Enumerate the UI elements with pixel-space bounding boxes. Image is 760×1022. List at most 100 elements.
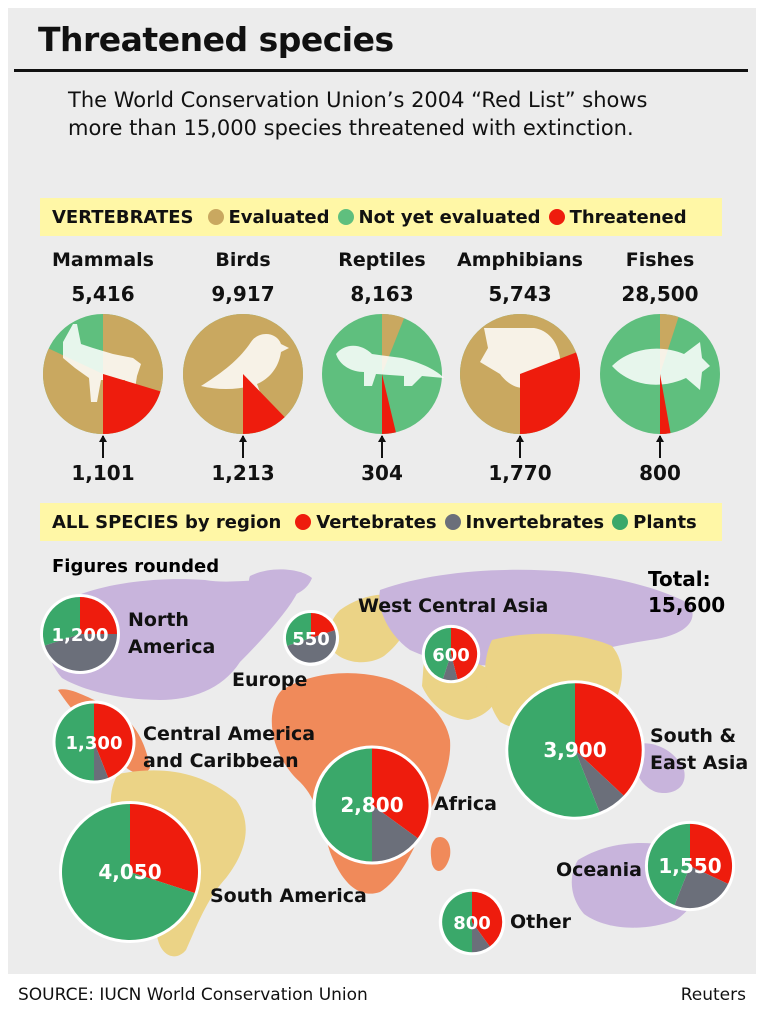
region-label-west-central-asia-line-0: West Central Asia <box>358 595 548 617</box>
legend-label-threatened: Threatened <box>569 206 687 228</box>
pie-reptiles-threatened <box>382 374 396 434</box>
region-label-south-east-asia-line-1: East Asia <box>650 752 748 774</box>
region-pie-west-central-asia: 600 West Central Asia <box>358 595 548 684</box>
region-pie-other-invertebrates <box>472 922 490 953</box>
threatened-swatch-icon <box>548 209 565 225</box>
region-pie-oceania-vertebrates <box>690 823 733 884</box>
region-pie-south-america-vertebrates <box>130 804 198 894</box>
legend-item-vertebrates: Vertebrates <box>295 512 437 533</box>
credit-note: Reuters <box>680 985 746 1005</box>
region-pie-north-america: 1,200 North America <box>39 593 215 675</box>
pie-reptiles-threatened-value: 304 <box>361 461 403 485</box>
region-pie-south-east-asia: 3,900 South & East Asia <box>505 680 748 820</box>
region-label-africa-line-0: Africa <box>434 793 497 815</box>
pie-fishes-name: Fishes <box>626 249 695 271</box>
region-pie-south-east-asia-value: 3,900 <box>543 738 606 762</box>
region-label-other-line-0: Other <box>510 911 572 933</box>
pie-mammals: Mammals 5,416 1,101 <box>42 249 163 485</box>
region-pie-europe-invertebrates <box>287 630 336 663</box>
legend-item-invertebrates: Invertebrates <box>444 511 605 533</box>
legend-label-plants: Plants <box>633 511 697 533</box>
vertebrates-legend-bar: VERTEBRATES Evaluated Not yet evaluated … <box>40 198 722 236</box>
region-pie-europe: 550 Europe <box>232 609 340 691</box>
plants-swatch-icon <box>612 514 629 530</box>
region-label-south-east-asia-line-0: South & <box>650 725 736 747</box>
region-pie-south-america-plants <box>61 804 195 940</box>
region-pie-central-america-and-caribbean-vertebrates <box>94 703 133 778</box>
region-pie-north-america-invertebrates <box>44 634 118 671</box>
legend-item-not-evaluated: Not yet evaluated <box>337 206 541 228</box>
legend-label-invertebrates: Invertebrates <box>465 511 605 533</box>
region-pie-west-central-asia-vertebrates <box>451 627 478 680</box>
map-greenland <box>248 569 312 599</box>
region-pie-west-central-asia-invertebrates <box>442 654 458 681</box>
region-label-europe-line-0: Europe <box>232 669 307 691</box>
region-pie-central-america-and-caribbean: 1,300 Central America and Caribbean <box>52 700 315 784</box>
region-label-north-america-line-0: North <box>128 609 189 631</box>
region-pie-africa-value: 2,800 <box>340 793 403 817</box>
title-rule <box>14 69 748 72</box>
region-pie-europe-value: 550 <box>292 629 330 650</box>
pie-amphibians-threatened <box>520 352 580 434</box>
pie-mammals-threatened-value: 1,101 <box>71 461 134 485</box>
vertebrates-swatch-icon <box>295 514 312 530</box>
legend-item-threatened: Threatened <box>548 206 687 228</box>
region-pie-south-east-asia-plants <box>508 683 600 817</box>
map-madagascar <box>430 836 451 871</box>
region-pie-central-america-and-caribbean-value: 1,300 <box>66 733 123 754</box>
legend-label-not-evaluated: Not yet evaluated <box>358 206 541 228</box>
intro-text: The World Conservation Union’s 2004 “Red… <box>68 88 648 140</box>
pie-birds-threatened-value: 1,213 <box>211 461 274 485</box>
bird-icon <box>201 333 289 400</box>
vertebrates-header: VERTEBRATES <box>52 206 194 228</box>
up-arrow-icon <box>99 435 107 442</box>
pie-amphibians: Amphibians 5,743 1,770 <box>457 249 583 485</box>
iguana-icon <box>336 345 444 386</box>
pie-birds-name: Birds <box>215 249 270 271</box>
region-legend-bar: ALL SPECIES by region Vertebrates Invert… <box>40 503 722 541</box>
region-label-oceania-line-0: Oceania <box>556 859 642 881</box>
pie-reptiles: Reptiles 8,163 304 <box>322 249 444 485</box>
pie-mammals-name: Mammals <box>52 249 154 271</box>
vertebrate-pies: Mammals 5,416 1,101 Birds 9,917 1,213 Reptiles… <box>42 249 720 485</box>
page-title: Threatened species <box>38 20 394 59</box>
invertebrates-swatch-icon <box>444 514 461 530</box>
region-pie-north-america-plants <box>42 596 80 646</box>
deer-icon <box>63 324 141 402</box>
pie-reptiles-name: Reptiles <box>338 249 425 271</box>
region-pie-africa-vertebrates <box>372 748 429 839</box>
region-pie-africa-plants <box>315 748 372 862</box>
region-pies: 1,200 North America 550 Europe 600 West Centra… <box>39 593 748 956</box>
legend-item-evaluated: Evaluated <box>207 207 330 228</box>
total-value: 15,600 <box>648 593 725 617</box>
up-arrow-icon <box>656 435 664 442</box>
region-pie-africa: 2,800 Africa <box>312 745 497 865</box>
region-pie-south-america: 4,050 South America <box>59 801 367 943</box>
region-label-central-america-and-caribbean-line-0: Central America <box>143 723 315 745</box>
pie-reptiles-total: 8,163 <box>350 282 413 306</box>
not-evaluated-swatch-icon <box>337 209 354 225</box>
region-pie-north-america-vertebrates <box>80 596 118 634</box>
region-pie-north-america-value: 1,200 <box>52 625 109 646</box>
total-label: Total: <box>648 567 711 591</box>
all-species-header: ALL SPECIES by region <box>52 512 281 533</box>
source-note: SOURCE: IUCN World Conservation Union <box>18 985 368 1005</box>
evaluated-swatch-icon <box>207 209 224 225</box>
pie-fishes-total: 28,500 <box>621 282 698 306</box>
region-pie-oceania-plants <box>647 823 690 906</box>
all-species-header-main: ALL SPECIES <box>52 511 179 533</box>
region-pie-south-america-value: 4,050 <box>98 860 161 884</box>
region-pie-oceania-invertebrates <box>674 866 729 909</box>
up-arrow-icon <box>378 435 386 442</box>
region-pie-south-east-asia-invertebrates <box>575 750 624 813</box>
pie-birds: Birds 9,917 1,213 <box>183 249 303 485</box>
figures-rounded-note: Figures rounded <box>52 556 219 577</box>
pie-fishes-threatened-value: 800 <box>639 461 681 485</box>
pie-amphibians-total: 5,743 <box>488 282 551 306</box>
region-pie-west-central-asia-value: 600 <box>432 645 470 666</box>
region-pie-europe-plants <box>285 612 311 646</box>
region-pie-other-vertebrates <box>472 891 503 947</box>
region-pie-west-central-asia-plants <box>424 627 451 679</box>
map-southeast-asia <box>634 743 685 794</box>
